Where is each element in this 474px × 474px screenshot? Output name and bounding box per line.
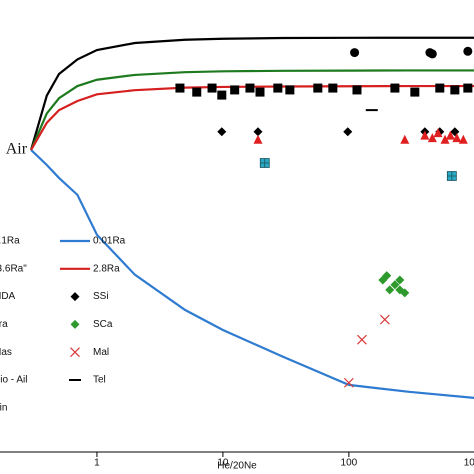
point (385, 285, 395, 295)
legend-label: Tra (0, 319, 8, 330)
point (285, 85, 295, 95)
point (445, 130, 455, 140)
point (463, 83, 473, 93)
legend-swatch (70, 292, 80, 302)
legend-label: Mal (93, 347, 109, 358)
point (400, 134, 410, 144)
legend-label: Tel (93, 375, 106, 386)
legend-label: 6.1Ra (0, 236, 20, 247)
point (395, 275, 405, 285)
x-axis-label: He/20Ne (217, 461, 257, 472)
legend-label: 2.8Ra (93, 263, 120, 274)
point (245, 83, 255, 93)
annotation: Air (6, 141, 28, 158)
marker-shape (259, 158, 270, 168)
point (192, 87, 202, 97)
point (458, 134, 468, 144)
point (435, 83, 445, 93)
point (433, 128, 443, 138)
x-tick-label: 100 (341, 458, 358, 469)
point (343, 127, 353, 137)
point (357, 334, 367, 345)
x-tick-label: 10 (217, 458, 229, 469)
point (427, 133, 437, 143)
mixing-line (30, 36, 474, 151)
point (427, 49, 437, 59)
point (175, 83, 185, 93)
point (446, 171, 457, 181)
point (463, 46, 473, 56)
point (452, 133, 462, 143)
point (207, 83, 217, 93)
legend-label: Pin (0, 402, 7, 413)
point (230, 85, 240, 95)
legend-label: 0.01Ra (93, 236, 126, 247)
point (382, 271, 392, 281)
point (390, 280, 400, 290)
point (253, 134, 263, 144)
mixing-line (30, 69, 474, 151)
point (255, 87, 265, 97)
legend-label: Mas (0, 347, 12, 358)
legend-swatch (70, 319, 80, 329)
point (410, 87, 420, 97)
legend-swatch (70, 347, 80, 358)
marker-shape (446, 171, 457, 181)
mixing-line (30, 149, 474, 399)
point (253, 127, 263, 137)
point (352, 85, 362, 95)
legend-label: SCa (93, 319, 113, 330)
x-tick-label: 1 (94, 458, 100, 469)
legend-label: MDA (0, 291, 16, 302)
legend-label: Cio - Ail (0, 375, 27, 386)
point (259, 158, 270, 168)
point (400, 288, 410, 298)
point (343, 377, 354, 388)
point (420, 130, 430, 140)
point (350, 48, 360, 58)
legend-label: "3.6Ra" (0, 263, 27, 274)
x-tick-label: 1000 (464, 458, 474, 469)
point (450, 85, 460, 95)
point (217, 90, 227, 100)
point (390, 83, 400, 93)
point (273, 83, 283, 93)
point (313, 83, 323, 93)
point (440, 134, 450, 144)
point (328, 83, 338, 93)
point (379, 314, 390, 325)
point (217, 127, 227, 137)
legend-label: SSi (93, 291, 109, 302)
